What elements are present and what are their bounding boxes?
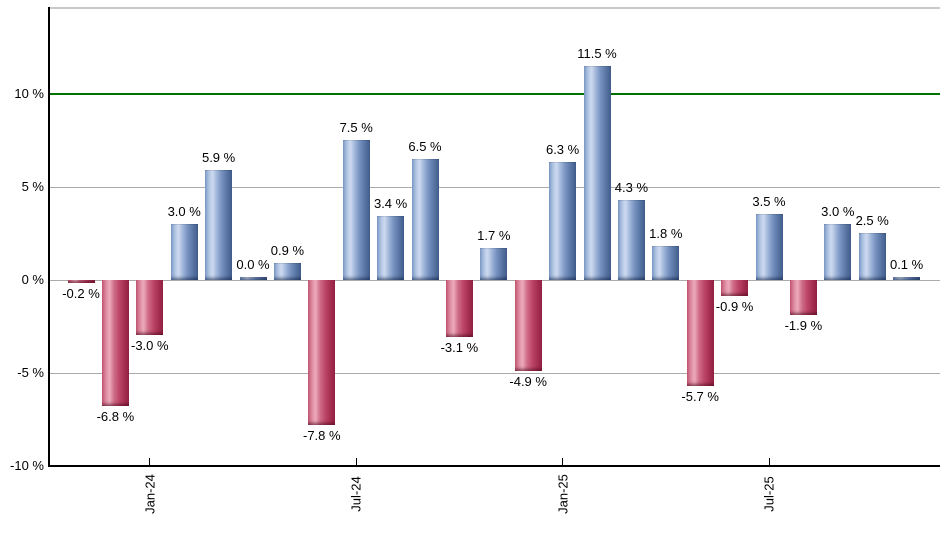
bar-value-label: 0.9 % <box>270 242 305 258</box>
bar-value-label: -0.2 % <box>62 286 100 302</box>
bar-value-label: 3.4 % <box>373 196 408 212</box>
bar <box>514 279 542 371</box>
bar-value-label: -7.8 % <box>303 427 341 443</box>
bar-value-label: -3.0 % <box>131 338 169 354</box>
bar-value-label: 6.3 % <box>545 142 580 158</box>
x-tick <box>768 457 770 466</box>
bar-value-label: 3.0 % <box>821 203 855 219</box>
bar <box>273 262 301 280</box>
x-tick-label: Jan-24 <box>142 474 158 514</box>
bar <box>617 199 645 280</box>
bar <box>721 279 749 297</box>
bar <box>445 279 473 338</box>
bar <box>239 277 267 280</box>
bar <box>342 140 370 280</box>
bar <box>893 277 921 280</box>
bar-value-label: -4.9 % <box>509 373 547 389</box>
bar-value-label: -1.9 % <box>784 317 823 333</box>
x-tick <box>355 457 357 466</box>
y-grid-line <box>49 279 940 281</box>
bar <box>377 216 405 280</box>
bar <box>101 279 129 407</box>
x-tick-label: Jul-25 <box>761 476 777 512</box>
bar <box>67 279 95 284</box>
x-tick <box>149 457 151 466</box>
bar-value-label: 7.5 % <box>339 120 373 136</box>
bar <box>652 246 680 280</box>
plot-top-border <box>49 7 940 9</box>
y-tick-label: -10 % <box>10 457 44 473</box>
bar-value-label: 11.5 % <box>577 45 617 61</box>
bar-value-label: 5.9 % <box>201 149 236 165</box>
bar <box>789 279 817 315</box>
bar <box>411 158 439 280</box>
bar <box>686 279 714 386</box>
x-tick-label: Jan-25 <box>555 474 571 514</box>
bar-value-label: -6.8 % <box>96 409 135 425</box>
bar-value-label: 2.5 % <box>855 213 889 229</box>
threshold-line-10pct <box>49 92 940 95</box>
bar <box>583 65 611 280</box>
bar-value-label: -0.9 % <box>715 299 754 315</box>
y-tick-label: 0 % <box>21 271 44 287</box>
bar <box>480 247 508 280</box>
bar-value-label: 4.3 % <box>614 179 649 195</box>
y-tick-label: 5 % <box>21 178 44 194</box>
y-grid-line <box>49 186 940 188</box>
y-tick-label: -5 % <box>17 364 44 380</box>
bar-value-label: -5.7 % <box>681 388 719 404</box>
bar <box>136 279 164 336</box>
bar <box>205 169 233 280</box>
bar <box>824 223 852 280</box>
bar <box>170 223 198 280</box>
bar <box>755 214 783 280</box>
x-tick-label: Jul-24 <box>348 476 364 512</box>
bar-value-label: 0.0 % <box>236 257 270 273</box>
bar-value-label: 1.8 % <box>649 226 683 242</box>
y-axis <box>48 7 50 467</box>
bar-value-label: 3.0 % <box>167 203 201 219</box>
bar <box>858 233 886 280</box>
bar-value-label: -3.1 % <box>440 340 479 356</box>
y-tick-label: 10 % <box>14 85 44 101</box>
bar-value-label: 1.7 % <box>477 227 511 243</box>
bar-value-label: 6.5 % <box>408 138 442 154</box>
bar <box>308 279 336 425</box>
x-axis <box>48 465 940 467</box>
bar <box>549 162 577 280</box>
x-tick <box>562 457 564 466</box>
y-grid-line <box>49 372 940 374</box>
bar-value-label: 3.5 % <box>752 194 786 210</box>
bar-value-label: 0.1 % <box>889 257 924 273</box>
